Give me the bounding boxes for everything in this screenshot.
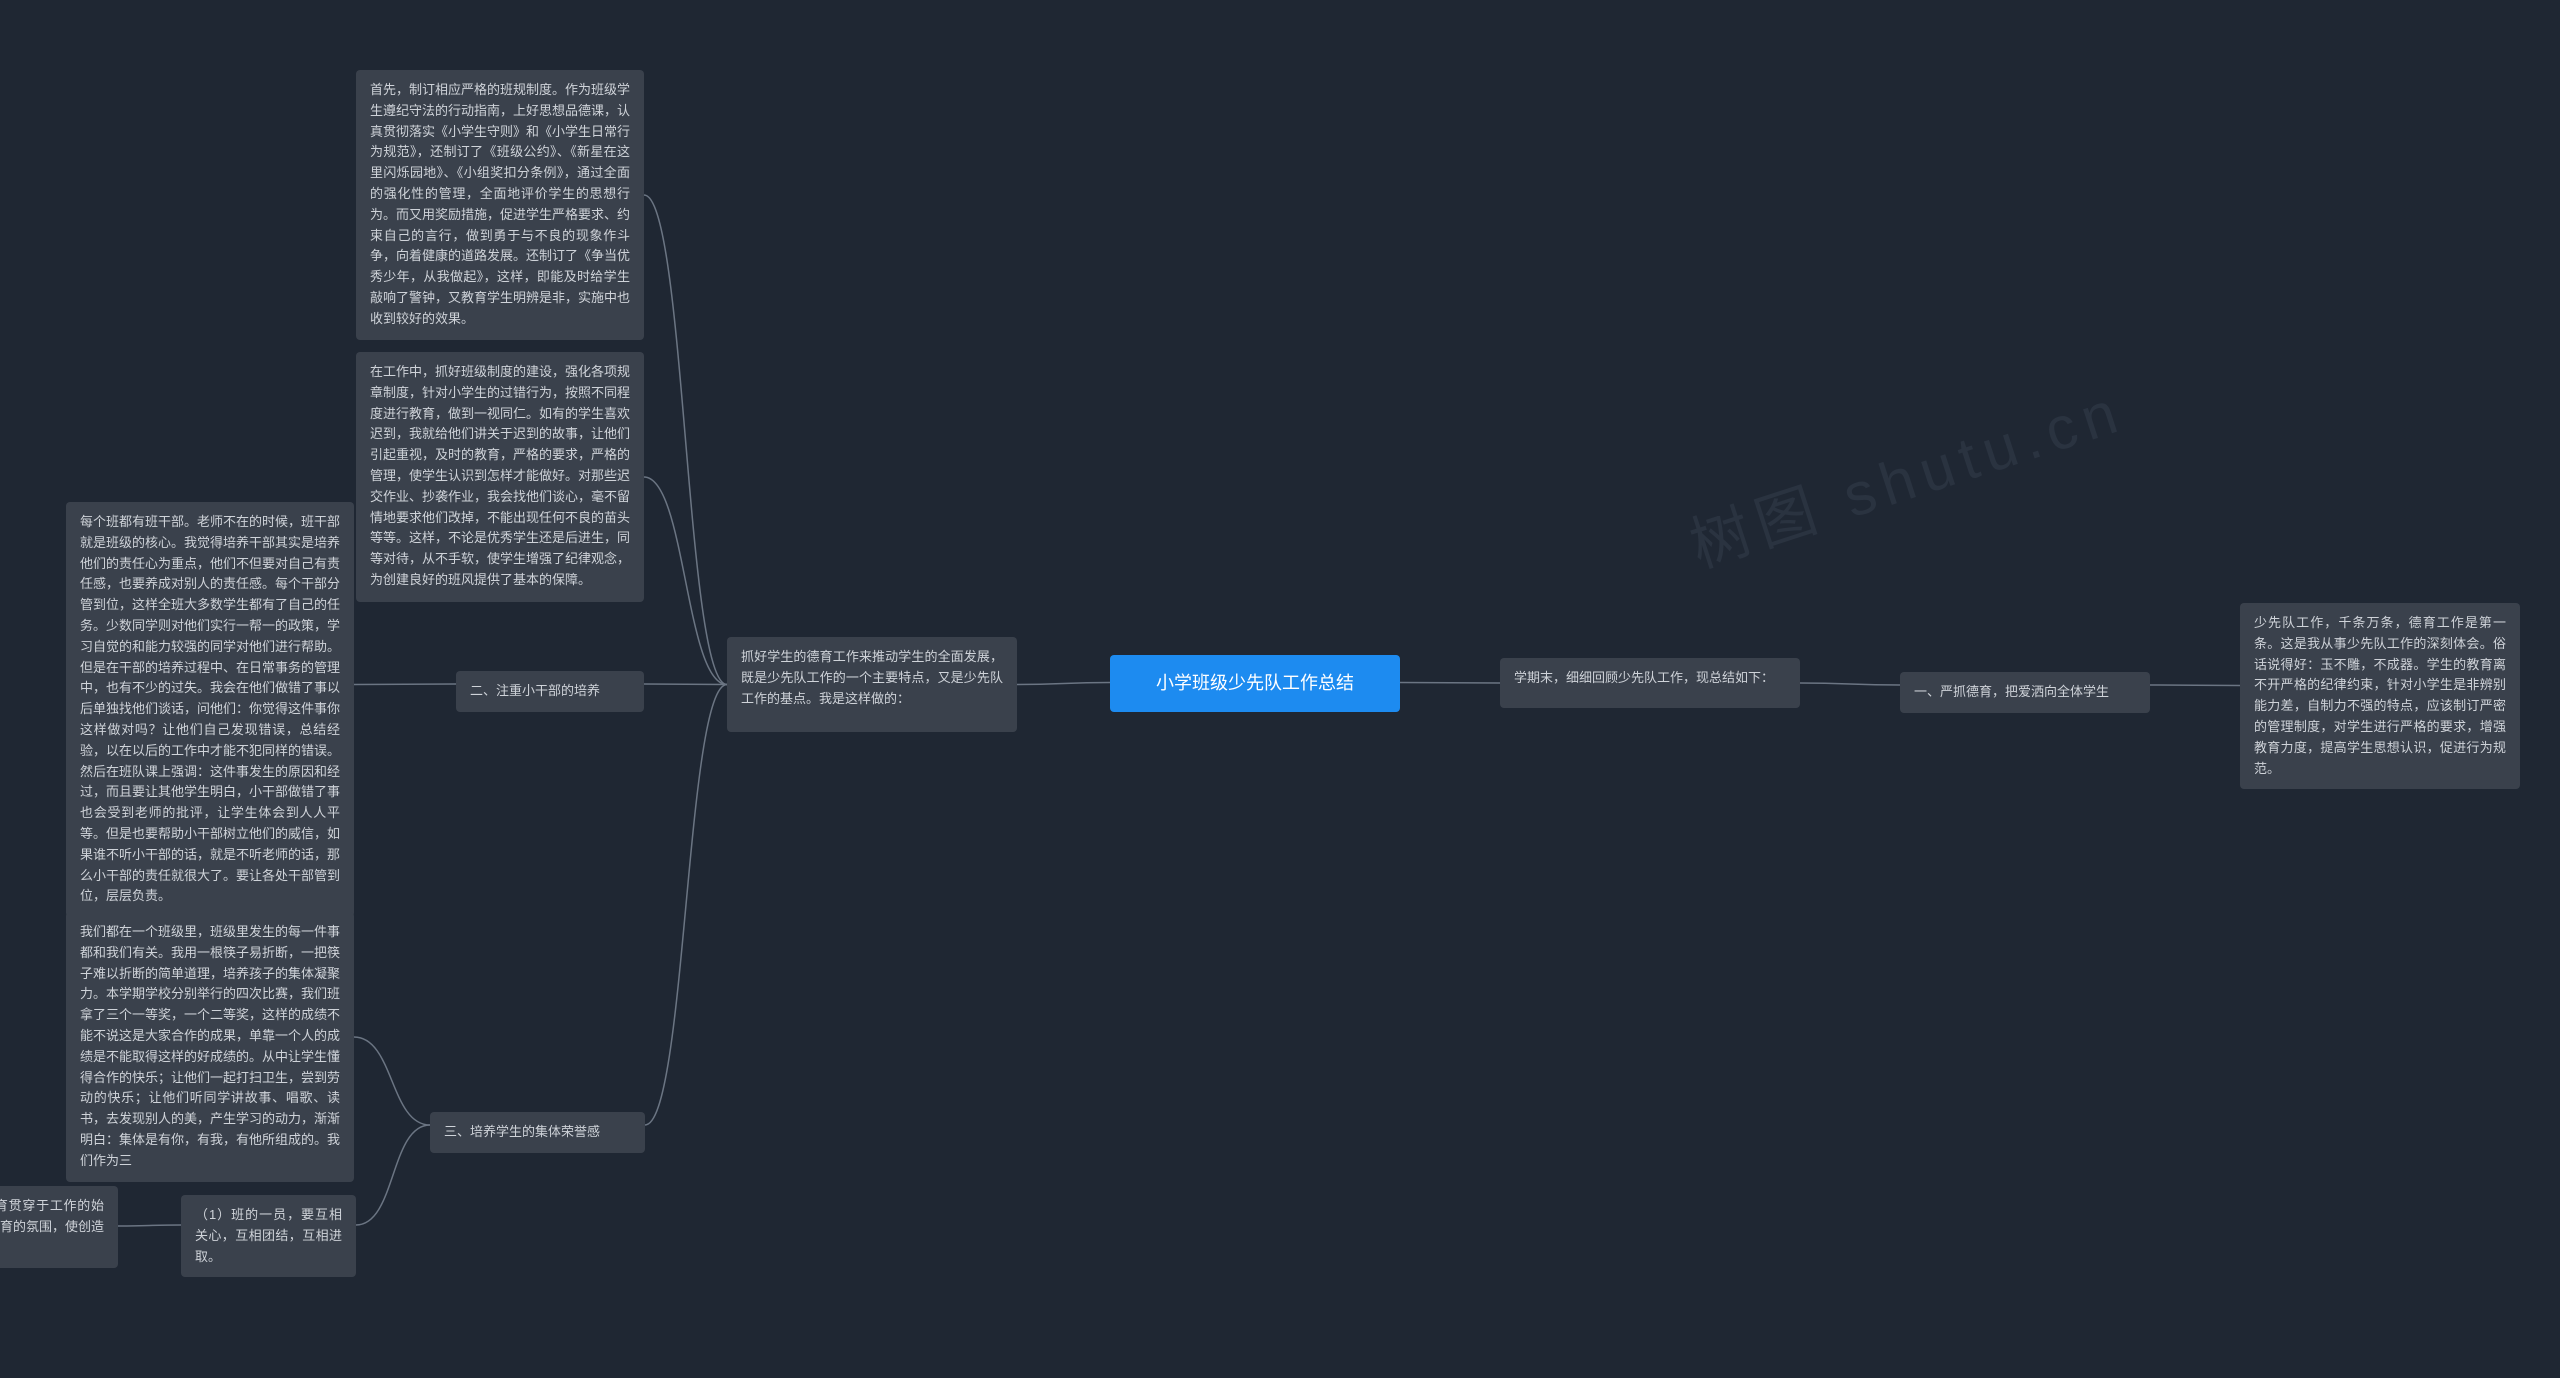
mindmap-node[interactable]: 在工作中，抓好班级制度的建设，强化各项规章制度，针对小学生的过错行为，按照不同程…	[356, 352, 644, 602]
mindmap-node[interactable]: 一、严抓德育，把爱洒向全体学生	[1900, 672, 2150, 713]
edge	[118, 1225, 181, 1226]
mindmap-node[interactable]: 二、注重小干部的培养	[456, 671, 644, 712]
mindmap-node[interactable]: 我们都在一个班级里，班级里发生的每一件事都和我们有关。我用一根筷子易折断，一把筷…	[66, 912, 354, 1182]
mindmap-node[interactable]: 学期末，细细回顾少先队工作，现总结如下：	[1500, 658, 1800, 708]
mindmap-node[interactable]: 三、培养学生的集体荣誉感	[430, 1112, 645, 1153]
edge	[644, 195, 727, 685]
mindmap-node[interactable]: （1）班的一员，要互相关心，互相团结，互相进取。	[181, 1195, 356, 1277]
edge	[1800, 683, 1900, 685]
mindmap-canvas: 树图 shutu.cn 小学班级少先队工作总结 学期末，细细回顾少先队工作，现总结…	[0, 0, 2560, 1378]
edge	[645, 685, 727, 1126]
edge	[2150, 685, 2240, 686]
mindmap-node[interactable]: 抓好学生的德育工作来推动学生的全面发展，既是少先队工作的一个主要特点，又是少先队…	[727, 637, 1017, 732]
mindmap-node[interactable]: 每个班都有班干部。老师不在的时候，班干部就是班级的核心。我觉得培养干部其实是培养…	[66, 502, 354, 917]
mindmap-node[interactable]: 首先，制订相应严格的班规制度。作为班级学生遵纪守法的行动指南，上好思想品德课，认…	[356, 70, 644, 340]
watermark: 树图 shutu.cn	[1678, 362, 2134, 584]
edge	[1400, 683, 1500, 684]
edge	[1017, 683, 1110, 685]
edge	[354, 684, 456, 685]
mindmap-node[interactable]: 总之，少先队应将创造教育贯穿于工作的始终，营造一个良好的创造教育的氛围，使创造教…	[0, 1186, 118, 1268]
edge	[356, 1125, 430, 1225]
edge	[644, 477, 727, 685]
edge	[354, 1037, 430, 1125]
root-node[interactable]: 小学班级少先队工作总结	[1110, 655, 1400, 712]
mindmap-node[interactable]: 少先队工作，千条万条，德育工作是第一条。这是我从事少先队工作的深刻体会。俗话说得…	[2240, 603, 2520, 789]
edge	[644, 684, 727, 685]
